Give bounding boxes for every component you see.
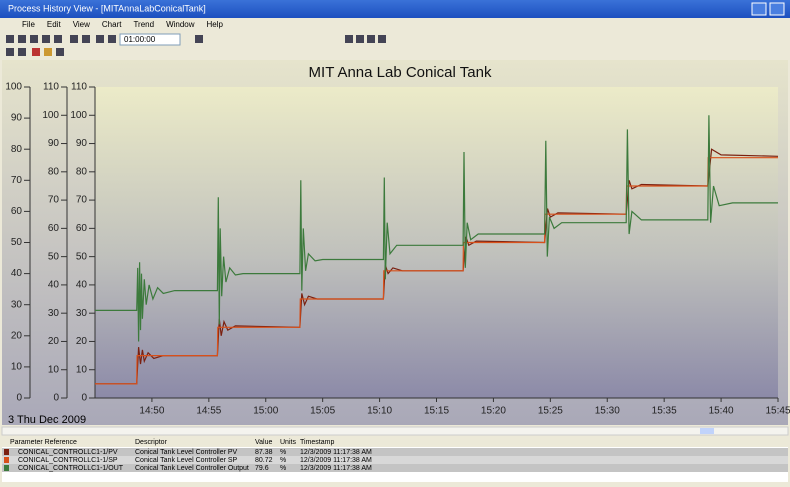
- color-swatch: [4, 465, 9, 471]
- window-title: Process History View - [MITAnnaLabConica…: [8, 3, 206, 13]
- y-tick-label: 30: [11, 299, 23, 310]
- x-tick-label: 15:10: [367, 406, 392, 417]
- menu-item[interactable]: Edit: [47, 20, 62, 29]
- y-tick-label: 40: [11, 268, 23, 279]
- y-tick-label: 100: [42, 110, 59, 121]
- y-tick-label: 10: [76, 364, 88, 375]
- y-tick-label: 0: [81, 393, 87, 404]
- y-tick-label: 10: [11, 362, 23, 373]
- y-tick-label: 0: [53, 393, 59, 404]
- menu-bar: [0, 18, 790, 30]
- maximize-button[interactable]: [769, 2, 785, 16]
- menu-item[interactable]: File: [22, 20, 35, 29]
- y-tick-label: 30: [76, 308, 88, 319]
- y-tick-label: 50: [76, 251, 88, 262]
- y-tick-label: 60: [11, 206, 23, 217]
- y-tick-label: 80: [11, 144, 23, 155]
- x-tick-label: 15:20: [481, 406, 506, 417]
- table-cell: CONICAL_CONTROLLC1-1/OUT: [18, 465, 124, 472]
- menu-item[interactable]: View: [73, 20, 90, 29]
- y-tick-label: 70: [76, 195, 88, 206]
- x-tick-label: 14:55: [196, 406, 221, 417]
- column-header: Descriptor: [135, 439, 168, 446]
- y-tick-label: 90: [48, 138, 60, 149]
- scrollbar[interactable]: [1, 426, 789, 436]
- table-header: [2, 437, 788, 447]
- time-span-field[interactable]: [119, 33, 181, 46]
- column-header: Parameter Reference: [10, 439, 77, 446]
- table-cell: 87.38: [255, 449, 273, 456]
- y-tick-label: 60: [48, 223, 60, 234]
- table-cell: 12/3/2009 11:17:38 AM: [300, 465, 372, 472]
- menu-item[interactable]: Chart: [102, 20, 122, 29]
- menu-item[interactable]: Help: [207, 20, 224, 29]
- x-tick-label: 15:00: [253, 406, 278, 417]
- series-line: [95, 157, 778, 385]
- table-cell: 79.6: [255, 465, 269, 472]
- y-tick-label: 20: [76, 336, 88, 347]
- y-tick-label: 20: [11, 330, 23, 341]
- minimize-button[interactable]: [751, 2, 767, 16]
- table-cell: CONICAL_CONTROLLC1-1/PV: [18, 449, 118, 456]
- scroll-thumb[interactable]: [700, 428, 714, 434]
- x-tick-label: 15:45: [765, 406, 790, 417]
- y-tick-label: 60: [76, 223, 88, 234]
- table-cell: Conical Tank Level Controller SP: [135, 457, 238, 464]
- date-label: 3 Thu Dec 2009: [8, 414, 86, 426]
- time-span: 01:00:00: [124, 35, 156, 44]
- toolbar-icons[interactable]: [6, 35, 386, 56]
- row-background: [2, 456, 788, 464]
- y-tick-label: 30: [48, 308, 60, 319]
- column-header: Value: [255, 439, 272, 446]
- y-tick-label: 100: [70, 110, 87, 121]
- table-cell: Conical Tank Level Controller Output: [135, 465, 249, 472]
- column-header: Units: [280, 439, 296, 446]
- color-swatch: [4, 449, 9, 455]
- chart-title: MIT Anna Lab Conical Tank: [309, 64, 492, 81]
- y-tick-label: 100: [5, 82, 22, 93]
- x-tick-label: 15:05: [310, 406, 335, 417]
- table-cell: %: [280, 465, 286, 472]
- table-cell: 80.72: [255, 457, 273, 464]
- y-tick-label: 0: [16, 393, 22, 404]
- y-tick-label: 50: [11, 237, 23, 248]
- x-tick-label: 15:15: [424, 406, 449, 417]
- y-tick-label: 70: [11, 175, 23, 186]
- menu-item[interactable]: Trend: [133, 20, 154, 29]
- toolbar: [0, 30, 790, 58]
- y-tick-label: 110: [71, 82, 87, 93]
- y-tick-label: 40: [48, 280, 60, 291]
- y-tick-label: 50: [48, 251, 60, 262]
- menu-item[interactable]: Window: [166, 20, 195, 29]
- y-tick-label: 40: [76, 280, 88, 291]
- x-tick-label: 15:30: [595, 406, 620, 417]
- row-background: [2, 464, 788, 472]
- y-tick-label: 80: [76, 166, 88, 177]
- series-line: [95, 115, 778, 342]
- table-cell: 12/3/2009 11:17:38 AM: [300, 457, 372, 464]
- title-bar: [0, 0, 790, 18]
- y-tick-label: 70: [48, 195, 60, 206]
- row-background: [2, 448, 788, 456]
- table-cell: CONICAL_CONTROLLC1-1/SP: [18, 457, 118, 464]
- table-cell: Conical Tank Level Controller PV: [135, 449, 238, 456]
- x-tick-label: 15:35: [652, 406, 677, 417]
- y-tick-label: 90: [11, 113, 23, 124]
- color-swatch: [4, 457, 9, 463]
- y-tick-label: 110: [43, 82, 59, 93]
- x-tick-label: 15:25: [538, 406, 563, 417]
- table-cell: %: [280, 457, 286, 464]
- y-tick-label: 80: [48, 166, 60, 177]
- x-tick-label: 15:40: [709, 406, 734, 417]
- table-cell: 12/3/2009 11:17:38 AM: [300, 449, 372, 456]
- table-cell: %: [280, 449, 286, 456]
- y-tick-label: 20: [48, 336, 60, 347]
- x-tick-label: 14:50: [139, 406, 164, 417]
- plot-area: [95, 87, 778, 398]
- column-header: Timestamp: [300, 439, 334, 446]
- y-tick-label: 10: [48, 364, 60, 375]
- y-tick-label: 90: [76, 138, 88, 149]
